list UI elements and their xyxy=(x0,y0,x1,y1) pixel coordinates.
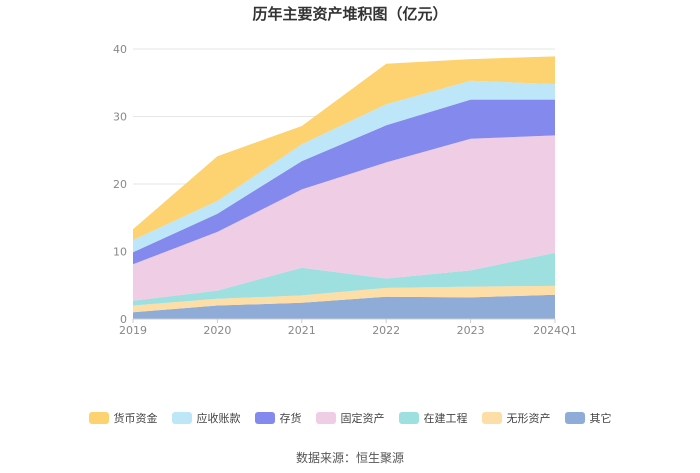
y-tick-label: 0 xyxy=(120,313,127,326)
area-2[interactable] xyxy=(133,252,555,306)
x-tick-label: 2022 xyxy=(372,324,400,337)
area-1[interactable] xyxy=(133,285,555,313)
chart-title: 历年主要资产堆积图（亿元） xyxy=(252,5,448,23)
data-source: 数据来源：恒生聚源 xyxy=(295,451,404,465)
y-tick-label: 40 xyxy=(113,43,127,56)
area-series xyxy=(133,56,555,319)
legend-label: 应收账款 xyxy=(196,412,241,425)
legend-swatch xyxy=(315,412,336,424)
x-tick-label: 2023 xyxy=(457,324,485,337)
legend-item[interactable]: 固定资产 xyxy=(315,410,385,426)
area-3[interactable] xyxy=(133,135,555,301)
legend-label: 无形资产 xyxy=(506,412,551,425)
y-axis: 0 10 20 30 40 xyxy=(113,43,127,326)
y-tick-label: 10 xyxy=(113,246,127,259)
legend-item[interactable]: 在建工程 xyxy=(398,410,468,426)
x-axis: 2019 2020 2021 2022 2023 2024Q1 xyxy=(119,318,577,337)
legend-label: 在建工程 xyxy=(423,412,468,425)
legend-swatch xyxy=(564,412,585,424)
legend-swatch xyxy=(398,412,419,424)
area-5[interactable] xyxy=(133,80,555,253)
x-tick-label: 2021 xyxy=(288,324,316,337)
legend-label: 其它 xyxy=(589,412,612,425)
area-6[interactable] xyxy=(133,56,555,241)
legend-item[interactable]: 无形资产 xyxy=(481,410,551,426)
legend: 货币资金 应收账款 存货 固定资产 在建工程 无形资产 其它 xyxy=(0,410,700,426)
area-0[interactable] xyxy=(133,294,555,319)
legend-label: 存货 xyxy=(279,412,302,425)
y-tick-label: 30 xyxy=(113,111,127,124)
legend-swatch xyxy=(88,412,109,424)
legend-item[interactable]: 存货 xyxy=(254,410,302,426)
x-tick-label: 2020 xyxy=(203,324,231,337)
legend-label: 固定资产 xyxy=(340,412,385,425)
legend-swatch xyxy=(171,412,192,424)
legend-item[interactable]: 其它 xyxy=(564,410,612,426)
x-tick-label: 2024Q1 xyxy=(533,324,577,337)
legend-swatch xyxy=(254,412,275,424)
legend-swatch xyxy=(481,412,502,424)
legend-label: 货币资金 xyxy=(113,412,158,425)
y-tick-label: 20 xyxy=(113,178,127,191)
stacked-area-chart: 0 10 20 30 40 2019 2020 2021 2022 2023 2024Q1 xyxy=(113,43,577,337)
area-4[interactable] xyxy=(133,99,555,265)
legend-item[interactable]: 货币资金 xyxy=(88,410,158,426)
legend-item[interactable]: 应收账款 xyxy=(171,410,241,426)
x-tick-label: 2019 xyxy=(119,324,147,337)
